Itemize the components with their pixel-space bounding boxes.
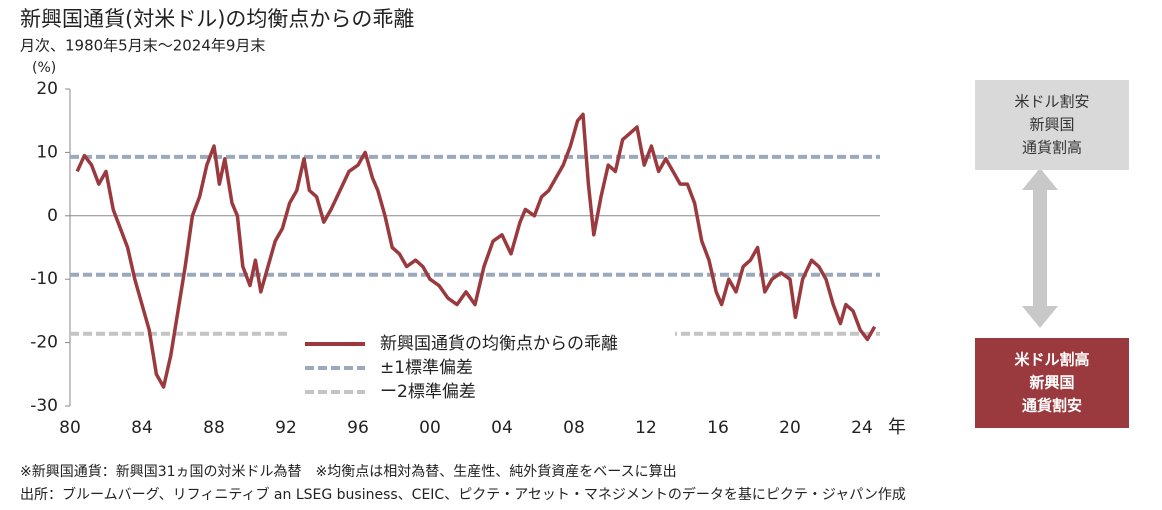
y-unit: (%): [32, 60, 56, 76]
y-tick-label: -20: [30, 333, 58, 353]
x-tick-label: 92: [275, 418, 297, 438]
chart-title: 新興国通貨(対米ドル)の均衡点からの乖離: [20, 7, 414, 31]
x-tick-label: 80: [59, 418, 81, 438]
side-note-box: [975, 338, 1129, 428]
legend-label: ー2標準偏差: [380, 382, 476, 402]
x-tick-label: 08: [563, 418, 585, 438]
legend-label: ±1標準偏差: [380, 358, 473, 378]
side-note-text: 米ドル割安: [1014, 93, 1089, 111]
chart-subtitle: 月次、1980年5月末～2024年9月末: [20, 37, 265, 55]
side-note-text: 通貨割高: [1022, 139, 1082, 157]
x-tick-label: 16: [707, 418, 729, 438]
y-tick-label: -30: [30, 396, 58, 416]
arrow: [1022, 168, 1058, 328]
x-tick-label: 96: [347, 418, 369, 438]
y-tick-label: -10: [30, 269, 58, 289]
x-tick-label: 04: [491, 418, 513, 438]
x-tick-label: 24: [851, 418, 873, 438]
side-note-text: 米ドル割高: [1014, 351, 1089, 369]
y-tick-label: 0: [47, 206, 58, 226]
legend-label: 新興国通貨の均衡点からの乖離: [380, 334, 618, 354]
x-tick-label: 00: [419, 418, 441, 438]
x-tick-label: 12: [635, 418, 657, 438]
x-tick-label: 88: [203, 418, 225, 438]
x-tick-label: 20: [779, 418, 801, 438]
footnote: ※新興国通貨：新興国31ヵ国の対米ドル為替 ※均衡点は相対為替、生産性、純外貨資…: [20, 463, 677, 480]
x-tick-label: 84: [131, 418, 153, 438]
y-tick-label: 20: [36, 79, 58, 99]
x-unit: 年: [888, 417, 906, 438]
side-note-text: 新興国: [1029, 116, 1074, 134]
side-note-text: 新興国: [1029, 374, 1074, 392]
y-tick-label: 10: [36, 142, 58, 162]
line: [75, 112, 877, 389]
side-note-text: 通貨割安: [1022, 397, 1082, 415]
side-note-box: [975, 80, 1129, 170]
footnote: 出所：ブルームバーグ、リフィニティブ an LSEG business、CEIC…: [20, 486, 906, 503]
